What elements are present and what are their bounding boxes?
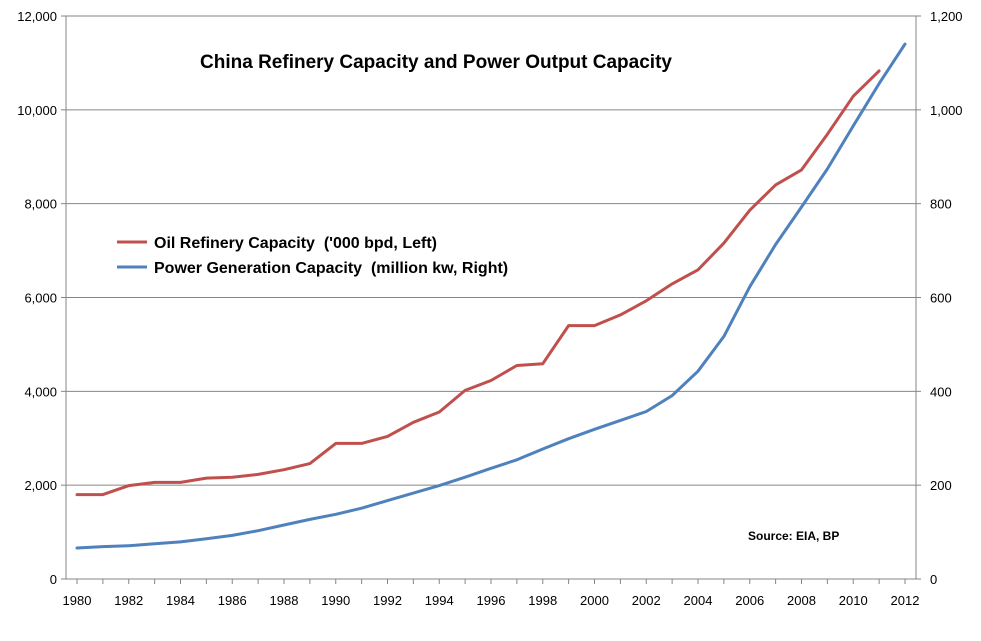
x-tick-label: 1984 — [166, 593, 195, 608]
x-tick-label: 2010 — [839, 593, 868, 608]
right-tick-label: 600 — [930, 291, 952, 306]
gridlines — [66, 15, 916, 580]
right-tick-label: 1,200 — [930, 9, 963, 24]
x-tick-label: 1982 — [114, 593, 143, 608]
x-axis: 1980 1982 1984 1986 1988 1990 1992 1994 1996 1998… — [63, 579, 920, 608]
right-tick-label: 200 — [930, 478, 952, 493]
right-tick-label: 0 — [930, 572, 937, 587]
left-tick-label: 8,000 — [24, 197, 57, 212]
right-tick-label: 1,000 — [930, 103, 963, 118]
x-tick-label: 1996 — [477, 593, 506, 608]
left-tick-label: 6,000 — [24, 291, 57, 306]
left-y-axis: 0 2,000 4,000 6,000 8,000 10,000 12,000 — [17, 9, 66, 587]
left-tick-label: 2,000 — [24, 478, 57, 493]
left-tick-label: 10,000 — [17, 103, 57, 118]
x-tick-label: 1986 — [218, 593, 247, 608]
x-tick-label: 2012 — [891, 593, 920, 608]
x-tick-label: 2008 — [787, 593, 816, 608]
chart-title: China Refinery Capacity and Power Output… — [200, 52, 672, 73]
series-lines — [75, 42, 907, 550]
source-note: Source: EIA, BP — [748, 529, 839, 543]
series-line-oil-refinery — [75, 69, 881, 497]
series-line-power-generation — [75, 42, 907, 550]
legend-label-oil-refinery: Oil Refinery Capacity ('000 bpd, Left) — [154, 235, 437, 252]
x-tick-label: 1992 — [373, 593, 402, 608]
right-y-axis: 0 200 400 600 800 1,000 1,200 — [916, 9, 963, 587]
x-tick-label: 2004 — [684, 593, 713, 608]
left-tick-label: 4,000 — [24, 384, 57, 399]
x-tick-label: 1980 — [63, 593, 92, 608]
x-tick-label: 1990 — [321, 593, 350, 608]
x-tick-label: 1994 — [425, 593, 454, 608]
right-tick-label: 400 — [930, 384, 952, 399]
x-tick-label: 2006 — [735, 593, 764, 608]
x-tick-label: 1998 — [528, 593, 557, 608]
right-tick-label: 800 — [930, 197, 952, 212]
x-tick-label: 2002 — [632, 593, 661, 608]
x-tick-label: 1988 — [270, 593, 299, 608]
left-tick-label: 0 — [50, 572, 57, 587]
legend-label-power-generation: Power Generation Capacity (million kw, R… — [154, 260, 508, 277]
x-tick-label: 2000 — [580, 593, 609, 608]
legend: Oil Refinery Capacity ('000 bpd, Left) P… — [117, 235, 508, 277]
left-tick-label: 12,000 — [17, 9, 57, 24]
